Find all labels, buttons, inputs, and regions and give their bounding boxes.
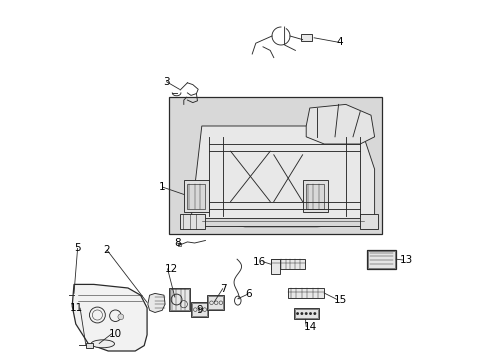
Text: 7: 7 <box>220 284 226 294</box>
Bar <box>306 184 324 209</box>
Circle shape <box>314 312 316 315</box>
Circle shape <box>300 312 303 315</box>
Bar <box>191 302 208 317</box>
Bar <box>360 214 378 229</box>
Bar <box>192 303 207 316</box>
Bar <box>368 250 396 269</box>
Bar <box>207 295 224 310</box>
Bar <box>294 309 318 318</box>
Text: 9: 9 <box>196 305 203 315</box>
Bar <box>170 288 190 311</box>
Text: 15: 15 <box>334 294 347 305</box>
Text: 5: 5 <box>74 243 80 253</box>
Text: 2: 2 <box>103 245 110 255</box>
Polygon shape <box>191 126 374 227</box>
Bar <box>294 308 319 319</box>
Circle shape <box>296 312 299 315</box>
Text: 6: 6 <box>245 289 252 299</box>
Bar <box>180 214 205 229</box>
Circle shape <box>309 312 312 315</box>
Bar <box>178 243 181 246</box>
Bar <box>184 180 209 212</box>
Text: 12: 12 <box>165 264 178 274</box>
Text: 16: 16 <box>253 257 266 267</box>
Circle shape <box>305 312 308 315</box>
Bar <box>271 259 305 269</box>
Polygon shape <box>306 104 374 144</box>
Text: 10: 10 <box>109 329 122 339</box>
Polygon shape <box>72 284 147 351</box>
Text: 14: 14 <box>303 321 317 332</box>
Bar <box>303 180 328 212</box>
Text: 1: 1 <box>159 182 166 192</box>
Bar <box>202 218 364 226</box>
Text: 11: 11 <box>70 303 83 313</box>
Bar <box>170 97 382 234</box>
Text: 8: 8 <box>174 238 181 248</box>
Ellipse shape <box>91 340 115 348</box>
Bar <box>301 34 312 41</box>
Bar <box>271 259 280 274</box>
Bar <box>171 289 189 310</box>
Bar <box>187 184 205 209</box>
Bar <box>368 251 395 268</box>
Circle shape <box>118 314 123 320</box>
Bar <box>208 296 223 309</box>
Text: 3: 3 <box>163 77 170 87</box>
Text: 4: 4 <box>337 37 343 48</box>
Polygon shape <box>148 293 165 312</box>
Bar <box>288 288 324 298</box>
Bar <box>86 343 93 348</box>
Text: 13: 13 <box>400 255 413 265</box>
